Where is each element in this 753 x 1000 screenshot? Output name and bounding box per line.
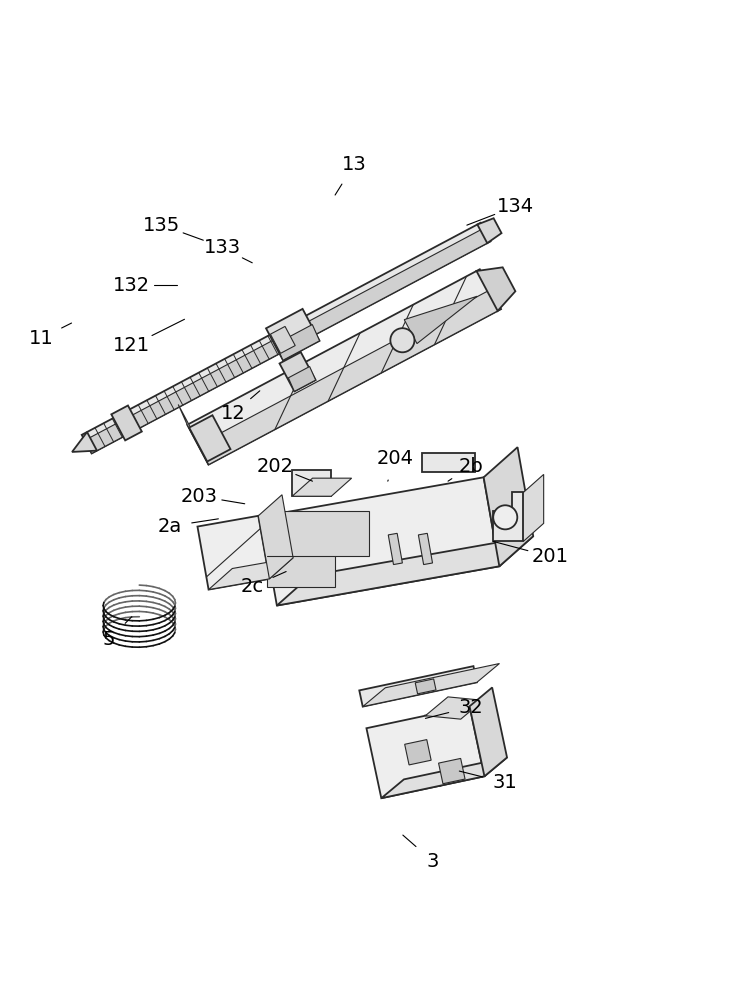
Polygon shape	[292, 470, 331, 496]
Text: 204: 204	[376, 449, 414, 468]
Polygon shape	[523, 474, 544, 541]
Polygon shape	[425, 697, 483, 719]
Polygon shape	[404, 740, 431, 765]
Circle shape	[390, 328, 414, 352]
Polygon shape	[72, 432, 97, 452]
Polygon shape	[477, 267, 515, 311]
Polygon shape	[419, 533, 432, 565]
Polygon shape	[381, 757, 507, 798]
Text: 2a: 2a	[157, 517, 181, 536]
Polygon shape	[267, 511, 369, 587]
Polygon shape	[367, 706, 484, 798]
Polygon shape	[187, 269, 501, 465]
Polygon shape	[438, 758, 465, 784]
Text: 13: 13	[342, 155, 366, 174]
Polygon shape	[288, 367, 316, 391]
Polygon shape	[111, 405, 142, 440]
Text: 202: 202	[256, 457, 294, 476]
Polygon shape	[270, 326, 295, 353]
Polygon shape	[389, 533, 402, 565]
Polygon shape	[276, 325, 319, 360]
Polygon shape	[470, 687, 507, 776]
Polygon shape	[279, 352, 316, 391]
Polygon shape	[404, 296, 477, 344]
Text: 201: 201	[531, 547, 569, 566]
Polygon shape	[266, 309, 319, 360]
Text: 133: 133	[203, 238, 241, 257]
Polygon shape	[197, 516, 270, 590]
Circle shape	[493, 505, 517, 529]
Polygon shape	[258, 495, 293, 579]
Polygon shape	[189, 415, 230, 462]
Polygon shape	[86, 228, 490, 453]
Polygon shape	[178, 404, 209, 465]
Text: 134: 134	[497, 197, 535, 216]
Polygon shape	[277, 536, 533, 606]
Polygon shape	[261, 477, 499, 606]
Text: 12: 12	[221, 404, 245, 423]
Polygon shape	[477, 218, 501, 243]
Polygon shape	[415, 679, 436, 694]
Text: 31: 31	[492, 773, 517, 792]
Polygon shape	[493, 492, 523, 541]
Text: 3: 3	[427, 852, 439, 871]
Text: 32: 32	[459, 698, 483, 717]
Polygon shape	[425, 716, 471, 786]
Polygon shape	[82, 223, 490, 453]
Polygon shape	[363, 664, 499, 707]
Text: 121: 121	[113, 336, 151, 355]
Polygon shape	[483, 447, 533, 566]
Polygon shape	[292, 478, 352, 496]
Polygon shape	[359, 666, 477, 707]
Text: 5: 5	[103, 630, 115, 649]
Polygon shape	[200, 289, 501, 465]
Text: 203: 203	[181, 487, 218, 506]
Text: 2c: 2c	[241, 577, 264, 596]
Polygon shape	[209, 558, 293, 590]
Text: 11: 11	[29, 329, 53, 348]
Polygon shape	[422, 453, 475, 472]
Text: 2b: 2b	[459, 457, 483, 476]
Text: 132: 132	[113, 276, 151, 295]
Text: 135: 135	[143, 216, 181, 235]
